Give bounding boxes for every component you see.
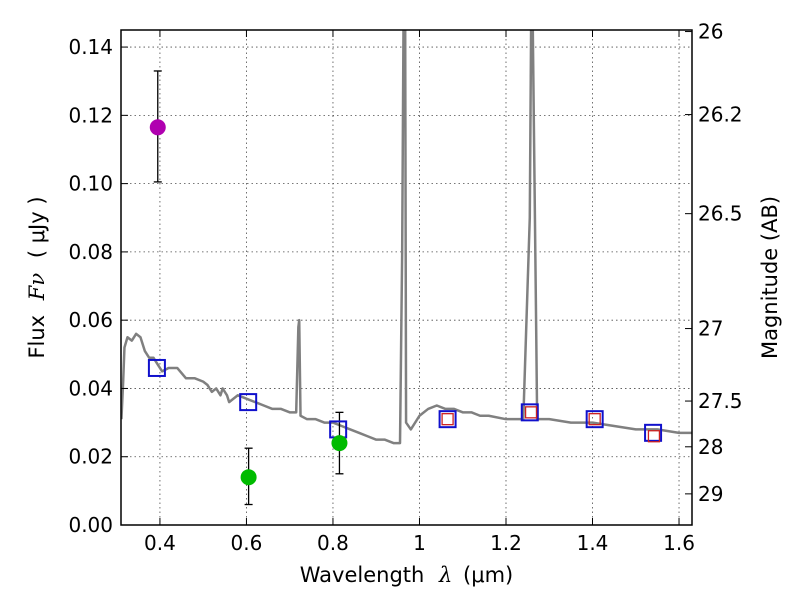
x-tick-label: 1 [413,531,426,555]
x-tick-label: 0.6 [231,531,263,555]
observed-optical-point [240,469,257,486]
model-photometry-point [644,423,663,442]
observed-infrared-point [588,413,601,426]
x-tick-label: 0.4 [144,531,176,555]
model-photometry-point [147,358,166,377]
x-axis-label-prefix: Wavelength [300,563,425,587]
model-spectrum-line [121,30,692,445]
mag-tick-label: 26.2 [698,103,743,127]
observed-infrared-point [647,430,661,443]
y-tick-label: 0.06 [68,308,113,332]
mag-tick-label: 27 [698,317,723,341]
y-axis-label: Flux Fν ( μJy ) [25,196,49,358]
x-tick-label: 1.4 [577,531,609,555]
y-axis-label-unit: ( μJy ) [25,196,49,258]
x-axis-label: Wavelength λ (μm) [300,563,513,587]
tick-layer: 0.4 0.6 0.8 1 1.2 1.4 1.6 0.00 0.02 0.04 0.06 0.08 0… [68,20,742,555]
mag-tick-label: 28 [698,435,723,459]
y-right-axis-label: Magnitude (AB) [758,196,782,359]
mag-tick-label: 29 [698,482,723,506]
mag-tick-label: 27.5 [698,389,743,413]
y-tick-label: 0.02 [68,445,113,469]
model-photometry-point [520,403,539,422]
model-photometry-point [438,410,457,429]
x-axis-label-symbol: λ [438,563,452,587]
y-axis-label-prefix: Flux [25,315,49,359]
x-tick-label: 0.8 [317,531,349,555]
observed-infrared-point [524,406,538,419]
observed-optical-point [149,119,166,136]
x-axis-label-unit: (μm) [463,563,513,587]
y-tick-label: 0.00 [68,513,113,537]
mag-tick-label: 26.5 [698,202,743,226]
x-tick-label: 1.2 [490,531,522,555]
mag-tick-label: 26 [698,20,723,44]
observed-infrared-point [441,413,454,426]
observed-optical-point [331,435,348,452]
y-tick-label: 0.12 [68,103,113,127]
model-photometry-point [239,393,258,412]
x-tick-label: 1.6 [663,531,695,555]
y-tick-label: 0.04 [68,376,113,400]
y-tick-label: 0.10 [68,172,113,196]
plot-frame [120,29,693,526]
y-tick-label: 0.08 [68,240,113,264]
model-photometry-point [585,410,604,429]
y-tick-label: 0.14 [68,35,113,59]
y-axis-label-symbol: Fν [25,273,49,302]
plot-layer [121,30,692,506]
